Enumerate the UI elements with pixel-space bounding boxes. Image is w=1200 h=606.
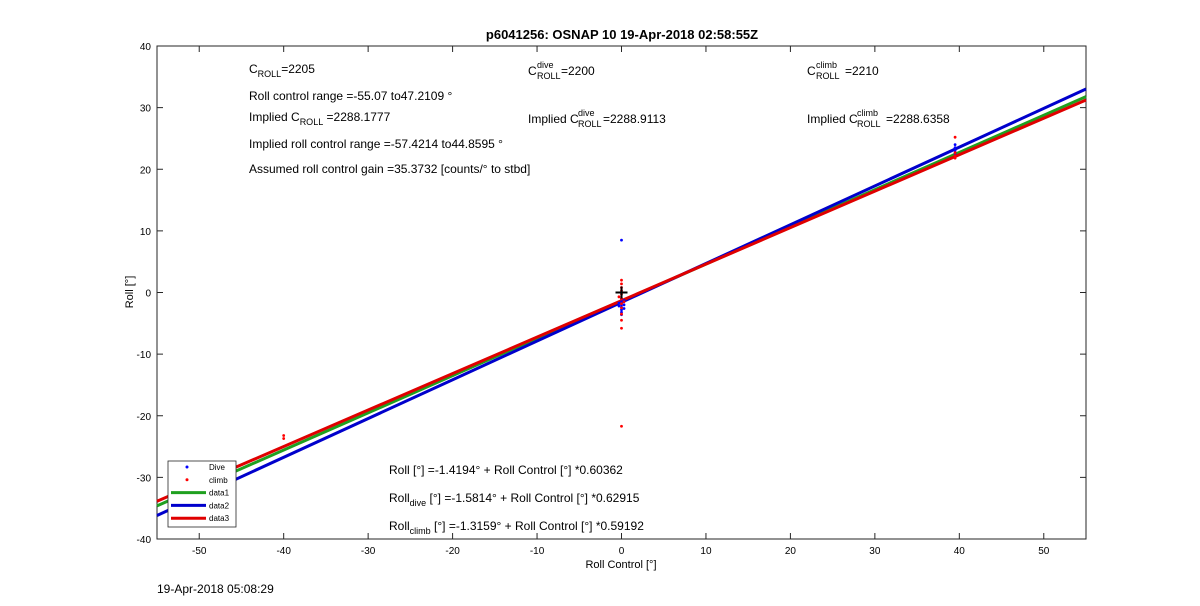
implied-c-roll-dive-sup: dive [578, 108, 595, 118]
point-dive [620, 238, 623, 242]
point-dive [953, 146, 957, 150]
y-axis-label: Roll [°] [124, 276, 136, 309]
c-roll-climb-sup: climb [816, 60, 837, 70]
c-roll-dive-symbol: C [528, 64, 537, 78]
implied-c-roll-climb-sup: climb [857, 108, 878, 118]
point-climb [953, 154, 957, 158]
point-climb [953, 151, 957, 155]
point-dive [617, 301, 621, 305]
x-tick-label: 20 [785, 546, 797, 557]
c-roll-climb-symbol: C [807, 64, 816, 78]
y-tick-label: 10 [140, 227, 152, 238]
point-dive [622, 307, 626, 310]
annotations: CROLL=2205 Roll control range =-55.07 to… [249, 60, 950, 536]
legend-label: data3 [209, 514, 230, 523]
c-roll-dive-sub: ROLL [537, 71, 561, 81]
point-climb [953, 135, 957, 139]
x-tick-label: 10 [700, 546, 712, 557]
point-dive [953, 143, 957, 147]
x-tick-label: -20 [445, 546, 460, 557]
x-tick-label: 50 [1038, 546, 1050, 557]
legend-label: data2 [209, 501, 230, 510]
implied-c-roll-dive-prefix: Implied C [528, 112, 579, 126]
implied-c-roll-climb-prefix: Implied C [807, 112, 858, 126]
point-climb [620, 326, 623, 330]
chart-title: p6041256: OSNAP 10 19-Apr-2018 02:58:55Z [486, 27, 758, 42]
point-climb [953, 156, 957, 160]
footer-timestamp: 19-Apr-2018 05:08:29 [157, 582, 274, 596]
y-tick-label: -10 [137, 350, 152, 361]
point-climb [622, 300, 626, 304]
point-climb [620, 312, 623, 316]
c-roll-dive-value: =2200 [561, 64, 595, 78]
legend-label: Dive [209, 463, 226, 472]
point-climb [620, 306, 623, 310]
fit-equation-climb: Rollclimb [°] =-1.3159° + Roll Control [… [389, 519, 644, 536]
point-climb [282, 434, 286, 437]
y-tick-label: 20 [140, 165, 152, 176]
y-tick-label: -30 [137, 473, 152, 484]
y-tick-label: 30 [140, 104, 152, 115]
x-tick-label: 40 [954, 546, 966, 557]
y-tick-label: -40 [137, 535, 152, 546]
point-dive [617, 304, 621, 308]
point-climb [620, 424, 623, 428]
implied-c-roll: Implied CROLL =2288.1777 [249, 110, 391, 127]
x-axis-ticks: -50 -40 -30 -20 -10 0 10 20 30 40 50 [192, 46, 1050, 557]
x-tick-label: -30 [361, 546, 376, 557]
x-axis-label: Roll Control [°] [585, 559, 656, 571]
legend: Dive climb data1 data2 data3 [167, 460, 237, 528]
c-roll-climb-value: =2210 [845, 64, 879, 78]
point-climb [282, 437, 286, 440]
fit-equation-all: Roll [°] =-1.4194° + Roll Control [°] *0… [389, 463, 623, 477]
implied-roll-control-range: Implied roll control range =-57.4214 to4… [249, 137, 503, 151]
legend-marker-dive [185, 465, 189, 469]
implied-c-roll-dive-sub: ROLL [578, 119, 602, 129]
c-roll-annotation: CROLL=2205 [249, 62, 315, 79]
point-climb [617, 295, 621, 299]
assumed-roll-gain: Assumed roll control gain =35.3732 [coun… [249, 162, 530, 176]
x-tick-label: 0 [619, 546, 625, 557]
c-roll-dive-sup: dive [537, 60, 554, 70]
implied-c-roll-dive-value: =2288.9113 [603, 112, 666, 126]
x-tick-label: 30 [869, 546, 881, 557]
y-axis-ticks: -40 -30 -20 -10 0 10 20 30 40 [137, 42, 1086, 546]
fit-equation-dive: Rolldive [°] =-1.5814° + Roll Control [°… [389, 491, 640, 508]
legend-marker-climb [185, 478, 189, 482]
point-climb [620, 282, 623, 286]
point-climb [620, 302, 623, 305]
x-tick-label: -40 [276, 546, 291, 557]
y-tick-label: -20 [137, 412, 152, 423]
plot-area: -50 -40 -30 -20 -10 0 10 20 30 40 50 -40 -30 -20 -10 0… [137, 42, 1087, 557]
point-dive [622, 303, 626, 307]
y-tick-label: 40 [140, 42, 152, 53]
legend-label: climb [209, 476, 228, 485]
x-tick-label: -10 [530, 546, 545, 557]
implied-c-roll-climb-value: =2288.6358 [886, 112, 950, 126]
implied-c-roll-climb-sub: ROLL [857, 119, 881, 129]
c-roll-climb-sub: ROLL [816, 71, 840, 81]
y-tick-label: 0 [145, 289, 151, 300]
legend-label: data1 [209, 489, 230, 498]
point-climb [620, 318, 623, 322]
x-tick-label: -50 [192, 546, 207, 557]
center-marker [615, 286, 628, 299]
point-climb [620, 278, 623, 282]
roll-control-range: Roll control range =-55.07 to47.2109 ° [249, 89, 452, 103]
